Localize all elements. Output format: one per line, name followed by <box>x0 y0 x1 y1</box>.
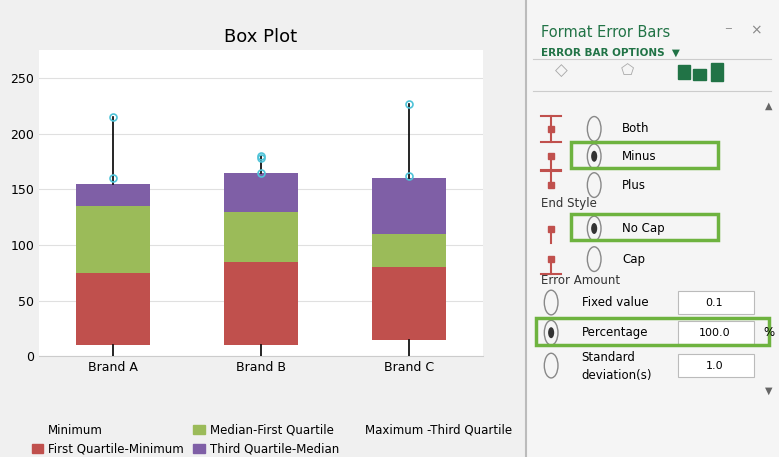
Bar <box>372 267 446 340</box>
Bar <box>76 273 150 345</box>
Bar <box>372 340 446 356</box>
Text: Both: Both <box>622 122 650 135</box>
Bar <box>224 173 298 212</box>
Text: ▲: ▲ <box>765 101 773 111</box>
Bar <box>678 65 690 79</box>
Text: ERROR BAR OPTIONS  ▼: ERROR BAR OPTIONS ▼ <box>541 48 680 58</box>
Bar <box>710 63 723 81</box>
Circle shape <box>591 151 597 162</box>
FancyBboxPatch shape <box>678 291 753 314</box>
Bar <box>224 262 298 345</box>
Title: Box Plot: Box Plot <box>224 28 298 46</box>
Text: Minus: Minus <box>622 150 657 163</box>
Text: Error Amount: Error Amount <box>541 274 620 287</box>
Text: Format Error Bars: Format Error Bars <box>541 25 670 40</box>
Text: 0.1: 0.1 <box>706 298 723 308</box>
Text: No Cap: No Cap <box>622 222 664 235</box>
Text: Fixed value: Fixed value <box>581 296 648 309</box>
Bar <box>76 345 150 356</box>
Bar <box>76 184 150 206</box>
Bar <box>76 206 150 273</box>
Bar <box>693 69 706 80</box>
Text: ◇: ◇ <box>555 62 568 80</box>
FancyBboxPatch shape <box>678 321 753 344</box>
Circle shape <box>548 327 554 338</box>
Bar <box>224 212 298 262</box>
Text: ▼: ▼ <box>765 386 773 396</box>
Bar <box>372 178 446 234</box>
Bar <box>372 234 446 267</box>
Text: Cap: Cap <box>622 253 645 266</box>
Text: %: % <box>763 326 775 339</box>
Text: ×: × <box>750 24 762 38</box>
Text: deviation(s): deviation(s) <box>581 369 652 382</box>
Text: ⬠: ⬠ <box>620 64 634 78</box>
Text: End Style: End Style <box>541 197 597 210</box>
Text: Standard: Standard <box>581 351 636 364</box>
FancyBboxPatch shape <box>678 354 753 377</box>
Bar <box>224 345 298 356</box>
Legend: Minimum, First Quartile-Minimum, Median-First Quartile, Third Quartile-Median, M: Minimum, First Quartile-Minimum, Median-… <box>31 424 512 456</box>
Text: ─: ─ <box>725 24 731 34</box>
Text: 100.0: 100.0 <box>699 328 730 338</box>
Text: Percentage: Percentage <box>581 326 648 339</box>
Text: 1.0: 1.0 <box>706 361 723 371</box>
Text: Plus: Plus <box>622 179 646 191</box>
Circle shape <box>591 223 597 234</box>
